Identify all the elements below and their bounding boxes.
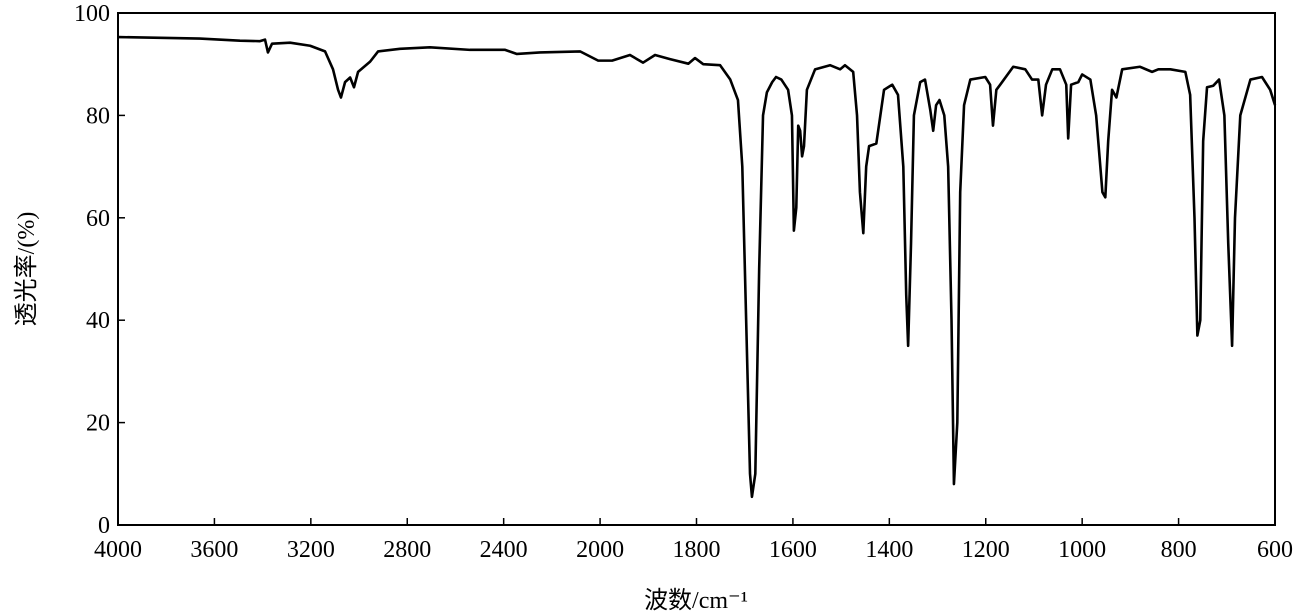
x-tick-label: 1400: [865, 537, 913, 563]
x-tick-label: 2000: [576, 537, 624, 563]
y-axis-label: 透光率/(%): [13, 212, 40, 327]
spectrum-line: [117, 35, 1277, 499]
plot-frame: [117, 12, 1276, 526]
x-tick-label: 2400: [480, 537, 528, 563]
x-tick-label: 600: [1257, 537, 1293, 563]
y-tick-label: 20: [86, 411, 110, 437]
x-axis-label: 波数/cm⁻¹: [644, 587, 748, 612]
y-tick-label: 100: [74, 1, 110, 27]
x-tick-label: 2800: [383, 537, 431, 563]
y-tick-label: 0: [98, 513, 110, 539]
x-tick-label: 1000: [1058, 537, 1106, 563]
y-tick-label: 60: [86, 206, 110, 232]
x-tick-label: 3600: [190, 537, 238, 563]
x-tick-label: 1200: [962, 537, 1010, 563]
x-tick-label: 1600: [769, 537, 817, 563]
x-tick-label: 3200: [287, 537, 335, 563]
y-tick-label: 40: [86, 308, 110, 334]
x-tick-label: 800: [1161, 537, 1197, 563]
y-tick-label: 80: [86, 103, 110, 129]
x-tick-label: 4000: [94, 537, 142, 563]
x-tick-label: 1800: [673, 537, 721, 563]
